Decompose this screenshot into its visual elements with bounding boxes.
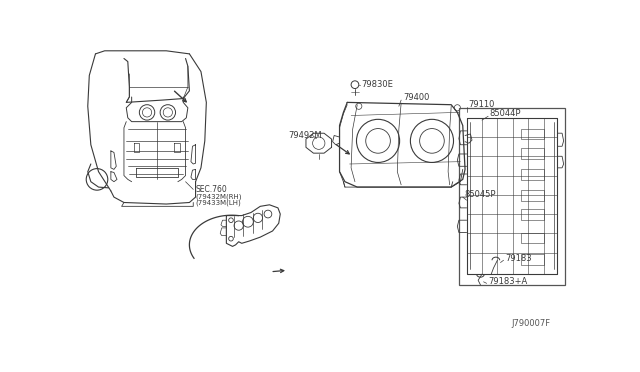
Text: 79110: 79110 [468, 100, 495, 109]
Bar [520, 148, 543, 158]
Text: 85044P: 85044P [490, 109, 521, 118]
Bar [520, 232, 543, 243]
Text: 79492M: 79492M [288, 131, 321, 140]
Bar [520, 129, 543, 140]
Text: 79183: 79183 [505, 254, 532, 263]
Text: 79183+A: 79183+A [488, 277, 527, 286]
Text: 85045P: 85045P [464, 190, 496, 199]
Text: (79432M(RH): (79432M(RH) [196, 193, 242, 200]
Bar [520, 254, 543, 265]
Text: 79830E: 79830E [361, 80, 393, 89]
Bar [520, 209, 543, 220]
Bar [459, 108, 565, 285]
Text: SEC.760: SEC.760 [196, 185, 227, 194]
Bar [520, 169, 543, 180]
Text: J790007F: J790007F [511, 319, 550, 328]
Bar [520, 190, 543, 201]
Text: 79400: 79400 [403, 93, 430, 102]
Text: (79433M(LH): (79433M(LH) [196, 199, 241, 206]
